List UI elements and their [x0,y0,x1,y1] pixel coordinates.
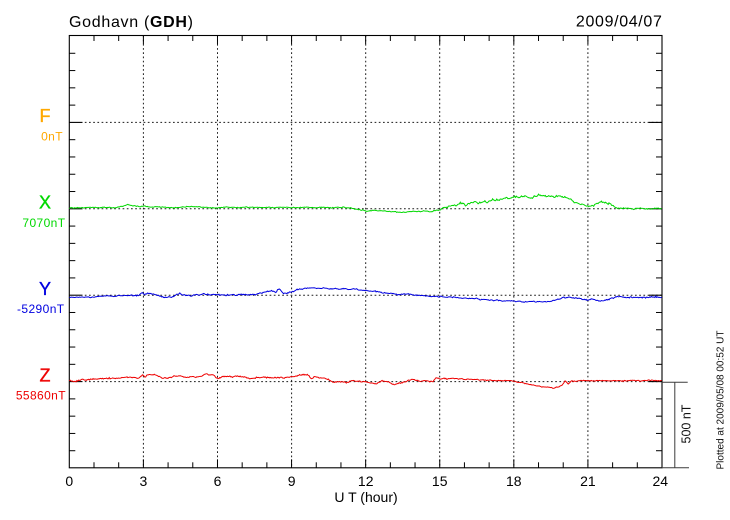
svg-text:0nT: 0nT [41,129,63,143]
svg-text:6: 6 [214,473,222,489]
svg-text:F: F [40,106,51,126]
svg-text:3: 3 [140,473,148,489]
svg-text:Z: Z [40,365,51,385]
svg-text:12: 12 [358,473,374,489]
svg-text:7070nT: 7070nT [22,216,65,230]
svg-text:24: 24 [653,473,669,489]
svg-text:2009/04/07: 2009/04/07 [576,13,663,30]
svg-text:Plotted at 2009/05/08 00:52 UT: Plotted at 2009/05/08 00:52 UT [716,331,727,470]
svg-text:-5290nT: -5290nT [17,302,65,316]
svg-text:500 nT: 500 nT [680,404,694,443]
svg-text:18: 18 [506,473,522,489]
svg-text:Godhavn (GDH): Godhavn (GDH) [69,14,194,31]
svg-text:21: 21 [580,473,596,489]
svg-text:0: 0 [65,473,73,489]
svg-text:X: X [39,193,51,213]
svg-text:15: 15 [432,473,448,489]
svg-text:9: 9 [288,473,296,489]
svg-text:55860nT: 55860nT [16,389,66,403]
svg-text:Y: Y [39,279,51,299]
svg-text:U T (hour): U T (hour) [334,489,397,505]
